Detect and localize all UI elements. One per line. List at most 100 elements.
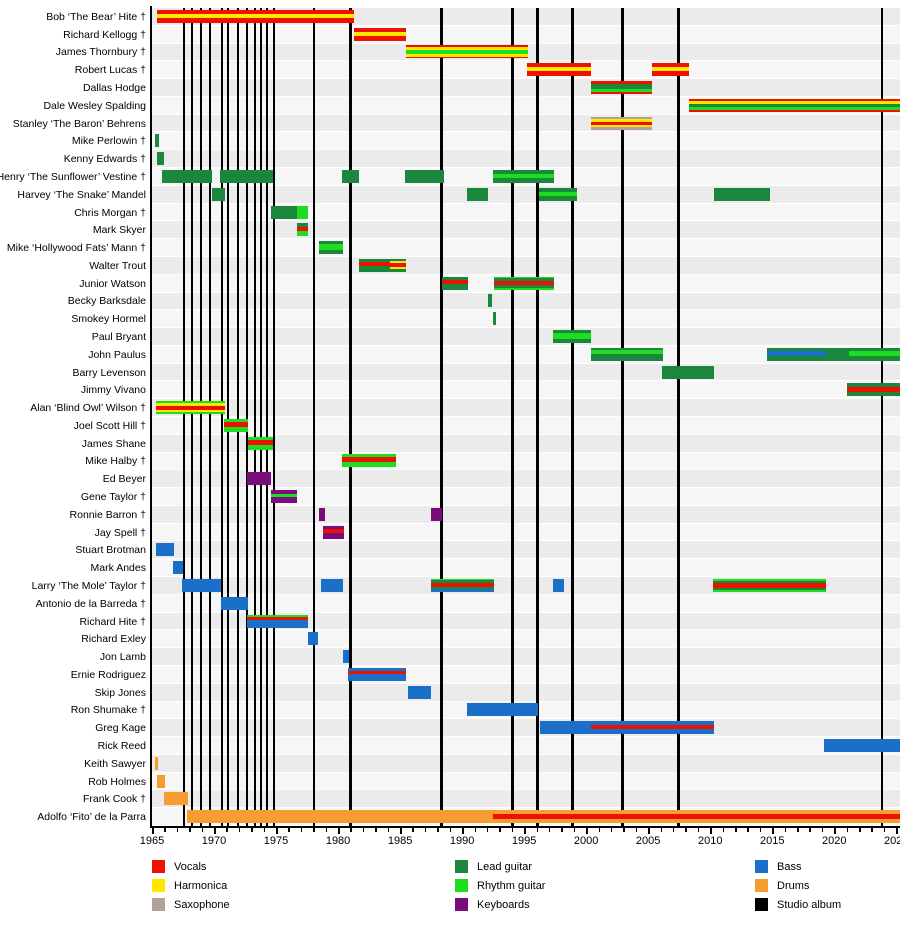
tenure-bar bbox=[155, 134, 160, 148]
lead_guitar-stripe bbox=[359, 266, 391, 272]
x-axis-major-tick bbox=[586, 828, 588, 834]
timeline-row-stripe bbox=[152, 381, 900, 399]
x-axis-minor-tick bbox=[499, 828, 501, 832]
legend-swatch-drums bbox=[755, 879, 768, 892]
member-name-label: Richard Hite † bbox=[79, 615, 146, 628]
member-name-label: Stuart Brotman bbox=[75, 544, 146, 557]
x-axis-major-tick bbox=[648, 828, 650, 834]
member-name-label: Skip Jones bbox=[94, 686, 146, 699]
vocals-stripe bbox=[689, 109, 900, 112]
drums-stripe bbox=[493, 819, 900, 824]
vocals-stripe bbox=[406, 56, 528, 59]
drums-stripe bbox=[186, 810, 494, 824]
vocals-stripe bbox=[493, 814, 900, 820]
rhythm_guitar-stripe bbox=[341, 454, 397, 458]
x-axis-major-tick bbox=[152, 828, 154, 834]
timeline-row-stripe bbox=[152, 488, 900, 505]
lead_guitar-stripe bbox=[591, 83, 652, 89]
tenure-bar bbox=[488, 294, 493, 308]
rhythm_guitar-stripe bbox=[247, 444, 273, 450]
tenure-bar bbox=[539, 187, 578, 201]
x-axis-minor-tick bbox=[474, 828, 477, 832]
member-name-label: Kenny Edwards † bbox=[63, 153, 146, 166]
x-axis-minor-tick bbox=[350, 828, 352, 832]
studio-album-line bbox=[272, 8, 276, 826]
lead_guitar-stripe bbox=[431, 586, 495, 590]
studio-album-line bbox=[677, 8, 680, 826]
x-axis-minor-tick bbox=[747, 828, 749, 832]
tenure-bar bbox=[493, 169, 554, 183]
member-name-label: Stanley ‘The Baron’ Behrens bbox=[12, 117, 146, 130]
tenure-bar bbox=[318, 507, 326, 521]
timeline-row-stripe bbox=[152, 594, 900, 612]
bass-stripe bbox=[767, 351, 827, 357]
member-name-label: John Paulus bbox=[88, 348, 146, 361]
x-axis-minor-tick bbox=[859, 828, 861, 832]
tenure-bar bbox=[712, 578, 826, 592]
timeline-row-stripe bbox=[152, 434, 900, 452]
timeline-row-stripe bbox=[152, 470, 900, 488]
timeline-row-stripe bbox=[152, 79, 900, 96]
rhythm_guitar-stripe bbox=[223, 418, 248, 422]
lead_guitar-stripe bbox=[467, 187, 489, 201]
member-name-label: Chris Morgan † bbox=[74, 206, 146, 219]
tenure-bar bbox=[155, 401, 226, 415]
tenure-bar bbox=[591, 116, 652, 130]
bass-stripe bbox=[540, 721, 592, 735]
timeline-row-stripe bbox=[152, 719, 900, 737]
keyboards-stripe bbox=[431, 507, 443, 521]
tenure-bar bbox=[323, 525, 345, 539]
vocals-stripe bbox=[155, 405, 226, 410]
tenure-bar bbox=[341, 454, 397, 468]
x-axis-major-tick bbox=[772, 828, 774, 834]
x-axis-tick-label: 2000 bbox=[573, 835, 599, 847]
member-name-label: Gene Taylor † bbox=[80, 491, 146, 504]
timeline-row-stripe bbox=[152, 221, 900, 239]
tenure-bar bbox=[343, 650, 350, 664]
lead_guitar-stripe bbox=[492, 312, 497, 326]
member-name-label: James Thornbury † bbox=[55, 46, 146, 59]
tenure-bar bbox=[467, 187, 489, 201]
vocals-stripe bbox=[359, 262, 391, 267]
x-axis-minor-tick bbox=[375, 828, 377, 832]
x-axis-minor-tick bbox=[486, 828, 489, 832]
vocals-stripe bbox=[297, 226, 309, 231]
studio-album-line bbox=[208, 8, 212, 826]
x-axis-minor-tick bbox=[362, 828, 365, 832]
tenure-bar bbox=[359, 258, 391, 272]
lead_guitar-stripe bbox=[539, 195, 578, 201]
timeline-row-stripe bbox=[152, 310, 900, 328]
x-axis-tick-label: 1965 bbox=[139, 835, 165, 847]
x-axis-minor-tick bbox=[735, 828, 737, 832]
legend-label-saxophone: Saxophone bbox=[174, 899, 230, 911]
member-name-label: Jimmy Vivano bbox=[80, 384, 146, 397]
x-axis-minor-tick bbox=[201, 828, 204, 832]
vocals-stripe bbox=[247, 439, 273, 445]
lead_guitar-stripe bbox=[849, 356, 900, 361]
timeline-row-stripe bbox=[152, 541, 900, 559]
tenure-bar bbox=[493, 810, 900, 824]
lead_guitar-stripe bbox=[405, 169, 444, 183]
timeline-row-stripe bbox=[152, 345, 900, 363]
drums-stripe bbox=[155, 756, 159, 770]
harmonica-stripe bbox=[354, 31, 407, 36]
lead_guitar-stripe bbox=[552, 338, 592, 343]
lead_guitar-stripe bbox=[539, 187, 578, 192]
x-axis-major-tick bbox=[524, 828, 526, 834]
studio-album-line bbox=[880, 8, 884, 826]
studio-album-line bbox=[621, 8, 624, 826]
timeline-row-stripe bbox=[152, 683, 900, 701]
x-axis-minor-tick bbox=[697, 828, 700, 832]
member-name-label: Joel Scott Hill † bbox=[73, 419, 146, 432]
tenure-bar bbox=[552, 578, 564, 592]
bass-stripe bbox=[591, 721, 714, 726]
tenure-bar bbox=[186, 810, 494, 824]
harmonica-stripe bbox=[526, 67, 592, 72]
x-axis-minor-tick bbox=[424, 828, 427, 832]
bass-stripe bbox=[320, 578, 344, 592]
timeline-row-stripe bbox=[152, 505, 900, 523]
timeline-row-stripe bbox=[152, 417, 900, 434]
studio-album-line bbox=[511, 8, 514, 826]
x-axis-major-tick bbox=[338, 828, 340, 834]
